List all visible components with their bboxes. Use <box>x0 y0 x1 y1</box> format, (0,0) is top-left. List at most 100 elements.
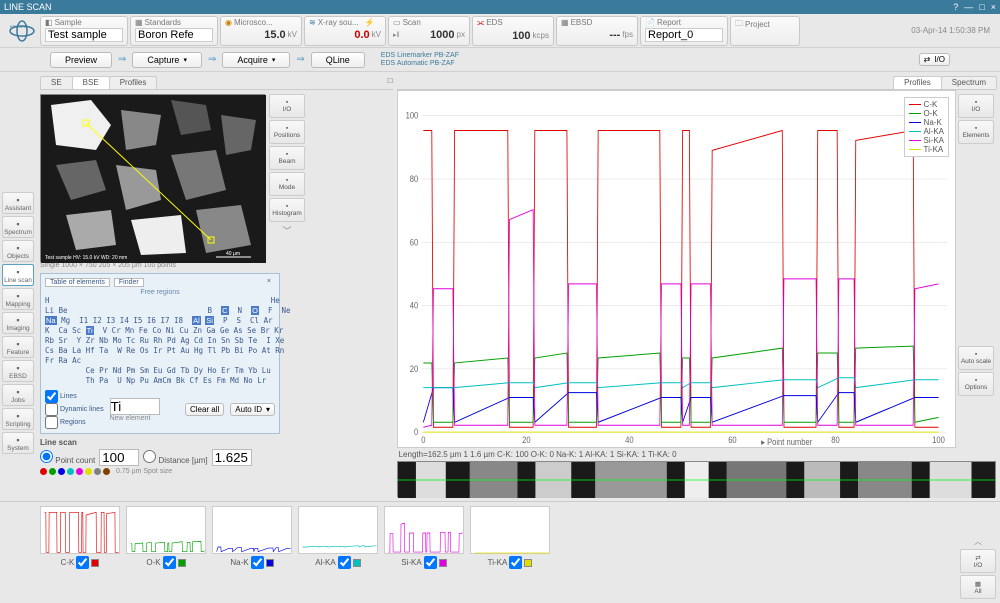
image-tabs: SEBSEProfiles □ <box>40 76 393 90</box>
nav-jobs[interactable]: ▪Jobs <box>2 384 34 406</box>
panel-microscope[interactable]: ◉Microsco... 15.0kV <box>220 16 302 46</box>
tab-finder[interactable]: Finder <box>114 278 144 287</box>
distance-input[interactable] <box>212 449 252 466</box>
thumb-si-ka[interactable]: Si-KA <box>384 506 464 569</box>
dynamic-lines-checkbox[interactable] <box>45 403 58 416</box>
point-count-radio[interactable]: Point count <box>40 450 95 465</box>
periodic-row[interactable]: Fr Ra Ac <box>45 356 275 366</box>
acquire-button[interactable]: Acquire ▾ <box>222 52 290 68</box>
standards-input[interactable] <box>135 28 213 42</box>
clear-all-button[interactable]: Clear all <box>185 403 224 416</box>
svg-text:80: 80 <box>831 436 840 446</box>
color-dot[interactable] <box>76 468 83 475</box>
chart-tool-elements[interactable]: ▪Elements <box>958 120 994 144</box>
thumb-ti-ka[interactable]: Ti-KA <box>470 506 550 569</box>
capture-button[interactable]: Capture ▾ <box>132 52 202 68</box>
panel-report[interactable]: 📄Report <box>640 16 728 46</box>
point-count-input[interactable] <box>99 449 139 466</box>
tab-profiles[interactable]: Profiles <box>893 76 942 89</box>
color-dot[interactable] <box>85 468 92 475</box>
lines-checkbox[interactable] <box>45 390 58 403</box>
periodic-row[interactable]: Ce Pr Nd Pm Sm Eu Gd Tb Dy Ho Er Tm Yb L… <box>45 366 275 376</box>
io-button-br[interactable]: ⇄I/O <box>960 549 996 573</box>
color-dot[interactable] <box>49 468 56 475</box>
distance-radio[interactable]: Distance [µm] <box>143 450 207 465</box>
close-icon[interactable]: × <box>991 2 996 12</box>
legend-item: O-K <box>909 109 944 118</box>
color-dot[interactable] <box>58 468 65 475</box>
nav-objects[interactable]: ▪Objects <box>2 240 34 262</box>
periodic-table-panel[interactable]: Table of elements Finder × Free regions … <box>40 273 280 434</box>
periodic-row[interactable]: Rb Sr Y Zr Nb Mo Tc Ru Rh Pd Ag Cd In Sn… <box>45 336 275 346</box>
qline-button[interactable]: QLine <box>311 52 365 68</box>
chart-tool-io[interactable]: ▪I/O <box>958 94 994 118</box>
svg-text:40 µm: 40 µm <box>226 251 240 257</box>
color-dot[interactable] <box>103 468 110 475</box>
panel-ebsd[interactable]: ▦EBSD ---fps <box>556 16 638 46</box>
periodic-row[interactable]: Na Mg I1 I2 I3 I4 I5 I6 I7 I8 Al Si P S … <box>45 316 275 326</box>
chart-tool-autoscale[interactable]: ▪Auto scale <box>958 346 994 370</box>
panel-standards[interactable]: ▦Standards <box>130 16 218 46</box>
expand-icon[interactable]: □ <box>388 76 393 89</box>
thumb-o-k[interactable]: O-K <box>126 506 206 569</box>
tab-bse[interactable]: BSE <box>72 76 110 89</box>
sem-image[interactable]: Test sample HV: 15.0 kV WD: 20 mm 40 µm <box>40 94 265 262</box>
tab-profiles[interactable]: Profiles <box>109 76 158 89</box>
io-button[interactable]: ⇄I/O <box>919 53 950 66</box>
profiles-chart[interactable]: 020406080100 020406080100 ▸ Point number… <box>397 90 956 448</box>
arrow-icon: ⇒ <box>208 54 216 65</box>
panel-eds[interactable]: ⫘EDS 100kcps <box>472 16 554 46</box>
sample-input[interactable] <box>45 28 123 42</box>
periodic-row[interactable]: Th Pa U Np Pu AmCm Bk Cf Es Fm Md No Lr <box>45 376 275 386</box>
tab-se[interactable]: SE <box>40 76 73 89</box>
preview-button[interactable]: Preview <box>50 52 112 68</box>
free-regions-label: Free regions <box>45 289 275 296</box>
scan-strip-image[interactable] <box>397 461 996 497</box>
color-dot[interactable] <box>67 468 74 475</box>
nav-ebsd[interactable]: ▪EBSD <box>2 360 34 382</box>
panels-row: BRUKER ◧Sample ▦Standards ◉Microsco... 1… <box>0 14 1000 48</box>
chevron-down-icon[interactable]: ﹀ <box>269 224 305 237</box>
tool-io[interactable]: ▪I/O <box>269 94 305 118</box>
panel-scan[interactable]: ▭Scan ▸‖1000px <box>388 16 470 46</box>
panel-sample[interactable]: ◧Sample <box>40 16 128 46</box>
periodic-row[interactable]: K Ca Sc Ti V Cr Mn Fe Co Ni Cu Zn Ga Ge … <box>45 326 275 336</box>
tool-mode[interactable]: ▪Mode <box>269 172 305 196</box>
nav-assistant[interactable]: ▪Assistant <box>2 192 34 214</box>
chevron-up-icon[interactable]: ︿ <box>960 536 996 547</box>
minimize-icon[interactable]: — <box>964 2 973 12</box>
nav-mapping[interactable]: ▪Mapping <box>2 288 34 310</box>
report-input[interactable] <box>645 28 723 42</box>
chart-tools: ▪I/O▪Elements ▪Auto scale▪Options <box>956 90 996 448</box>
chart-tool-options[interactable]: ▪Options <box>958 372 994 396</box>
color-dot[interactable] <box>94 468 101 475</box>
tab-spectrum[interactable]: Spectrum <box>941 76 997 89</box>
regions-checkbox[interactable] <box>45 416 58 429</box>
maximize-icon[interactable]: □ <box>979 2 984 12</box>
element-input[interactable] <box>110 398 160 415</box>
nav-line-scan[interactable]: ▪Line scan <box>2 264 34 286</box>
all-button[interactable]: ▦All <box>960 575 996 599</box>
periodic-row[interactable]: Cs Ba La Hf Ta W Re Os Ir Pt Au Hg Tl Pb… <box>45 346 275 356</box>
tab-table-elements[interactable]: Table of elements <box>45 278 110 287</box>
nav-scripting[interactable]: ▪Scripting <box>2 408 34 430</box>
nav-imaging[interactable]: ▪Imaging <box>2 312 34 334</box>
panel-project[interactable]: 🗀Project <box>730 16 800 46</box>
nav-feature[interactable]: ▪Feature <box>2 336 34 358</box>
tool-positions[interactable]: ▪Positions <box>269 120 305 144</box>
periodic-row[interactable]: H He <box>45 296 275 306</box>
thumb-c-k[interactable]: C-K <box>40 506 120 569</box>
color-dot[interactable] <box>40 468 47 475</box>
thumb-na-k[interactable]: Na-K <box>212 506 292 569</box>
thumb-al-ka[interactable]: Al-KA <box>298 506 378 569</box>
help-icon[interactable]: ? <box>953 2 958 12</box>
nav-spectrum[interactable]: ▪Spectrum <box>2 216 34 238</box>
svg-text:20: 20 <box>409 364 418 374</box>
close-icon[interactable]: × <box>263 278 275 287</box>
periodic-row[interactable]: Li Be B C N O F Ne <box>45 306 275 316</box>
auto-id-button[interactable]: Auto ID ▾ <box>230 403 275 416</box>
nav-system[interactable]: ▪System <box>2 432 34 454</box>
tool-histogram[interactable]: ▪Histogram <box>269 198 305 222</box>
panel-xray[interactable]: ≋X-ray sou...⚡ 0.0kV <box>304 16 386 46</box>
tool-beam[interactable]: ▪Beam <box>269 146 305 170</box>
